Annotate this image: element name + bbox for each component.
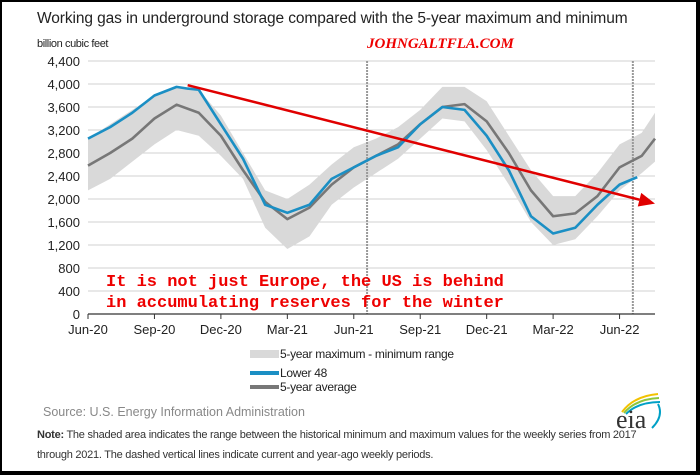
chart-title: Working gas in underground storage compa… [37,10,628,27]
legend-swatch-range [250,350,279,358]
legend-label-lower48: Lower 48 [280,366,327,380]
y-tick-label: 2,800 [47,146,80,161]
series-lower48 [87,85,638,235]
y-tick-label: 1,200 [47,238,80,253]
annotation-text: in accumulating reserves for the winter [106,294,504,313]
chart-frame [2,2,696,471]
legend-label-average: 5-year average [280,380,357,394]
x-tick-label: Dec-20 [200,322,242,337]
x-tick-label: Jun-22 [600,322,640,337]
y-tick-label: 3,200 [47,123,80,138]
legend-average: 5-year average [250,380,357,394]
y-axis-label: billion cubic feet [37,38,109,50]
legend-range: 5-year maximum - minimum range [250,347,454,361]
y-tick-label: 3,600 [47,100,80,115]
x-tick-label: Sep-21 [399,322,441,337]
annotation-text: It is not just Europe, the US is behind [106,273,504,292]
note-body: The shaded area indicates the range betw… [37,429,637,461]
y-tick-label: 0 [73,307,80,322]
annotation-arrow-head [637,192,655,207]
annotation-arrow-line [187,83,640,201]
y-tick-label: 800 [58,261,80,276]
x-tick-label: Dec-21 [466,322,508,337]
legend-lower48: Lower 48 [250,366,327,380]
eia-logo-text: eia [616,405,647,430]
y-tick-label: 2,400 [47,169,80,184]
note-text: Note: The shaded area indicates the rang… [37,425,667,465]
y-tick-label: 1,600 [47,215,80,230]
legend-swatch-average [250,385,279,389]
watermark: JOHNGALTFLA.COM [367,36,514,52]
eia-logo: eia [616,393,661,430]
x-tick-label: Mar-21 [267,322,308,337]
x-tick-label: Mar-22 [533,322,574,337]
x-tick-label: Jun-21 [334,322,374,337]
y-tick-label: 400 [58,284,80,299]
range-band [88,86,655,250]
y-tick-label: 2,000 [47,192,80,207]
legend-label-range: 5-year maximum - minimum range [280,347,454,361]
legend-swatch-lower48 [250,371,279,375]
x-tick-label: Sep-20 [133,322,175,337]
y-tick-label: 4,000 [47,77,80,92]
x-tick-label: Jun-20 [68,322,108,337]
note-label: Note: [37,429,64,441]
source-text: Source: U.S. Energy Information Administ… [43,405,305,419]
y-tick-label: 4,400 [47,54,80,69]
